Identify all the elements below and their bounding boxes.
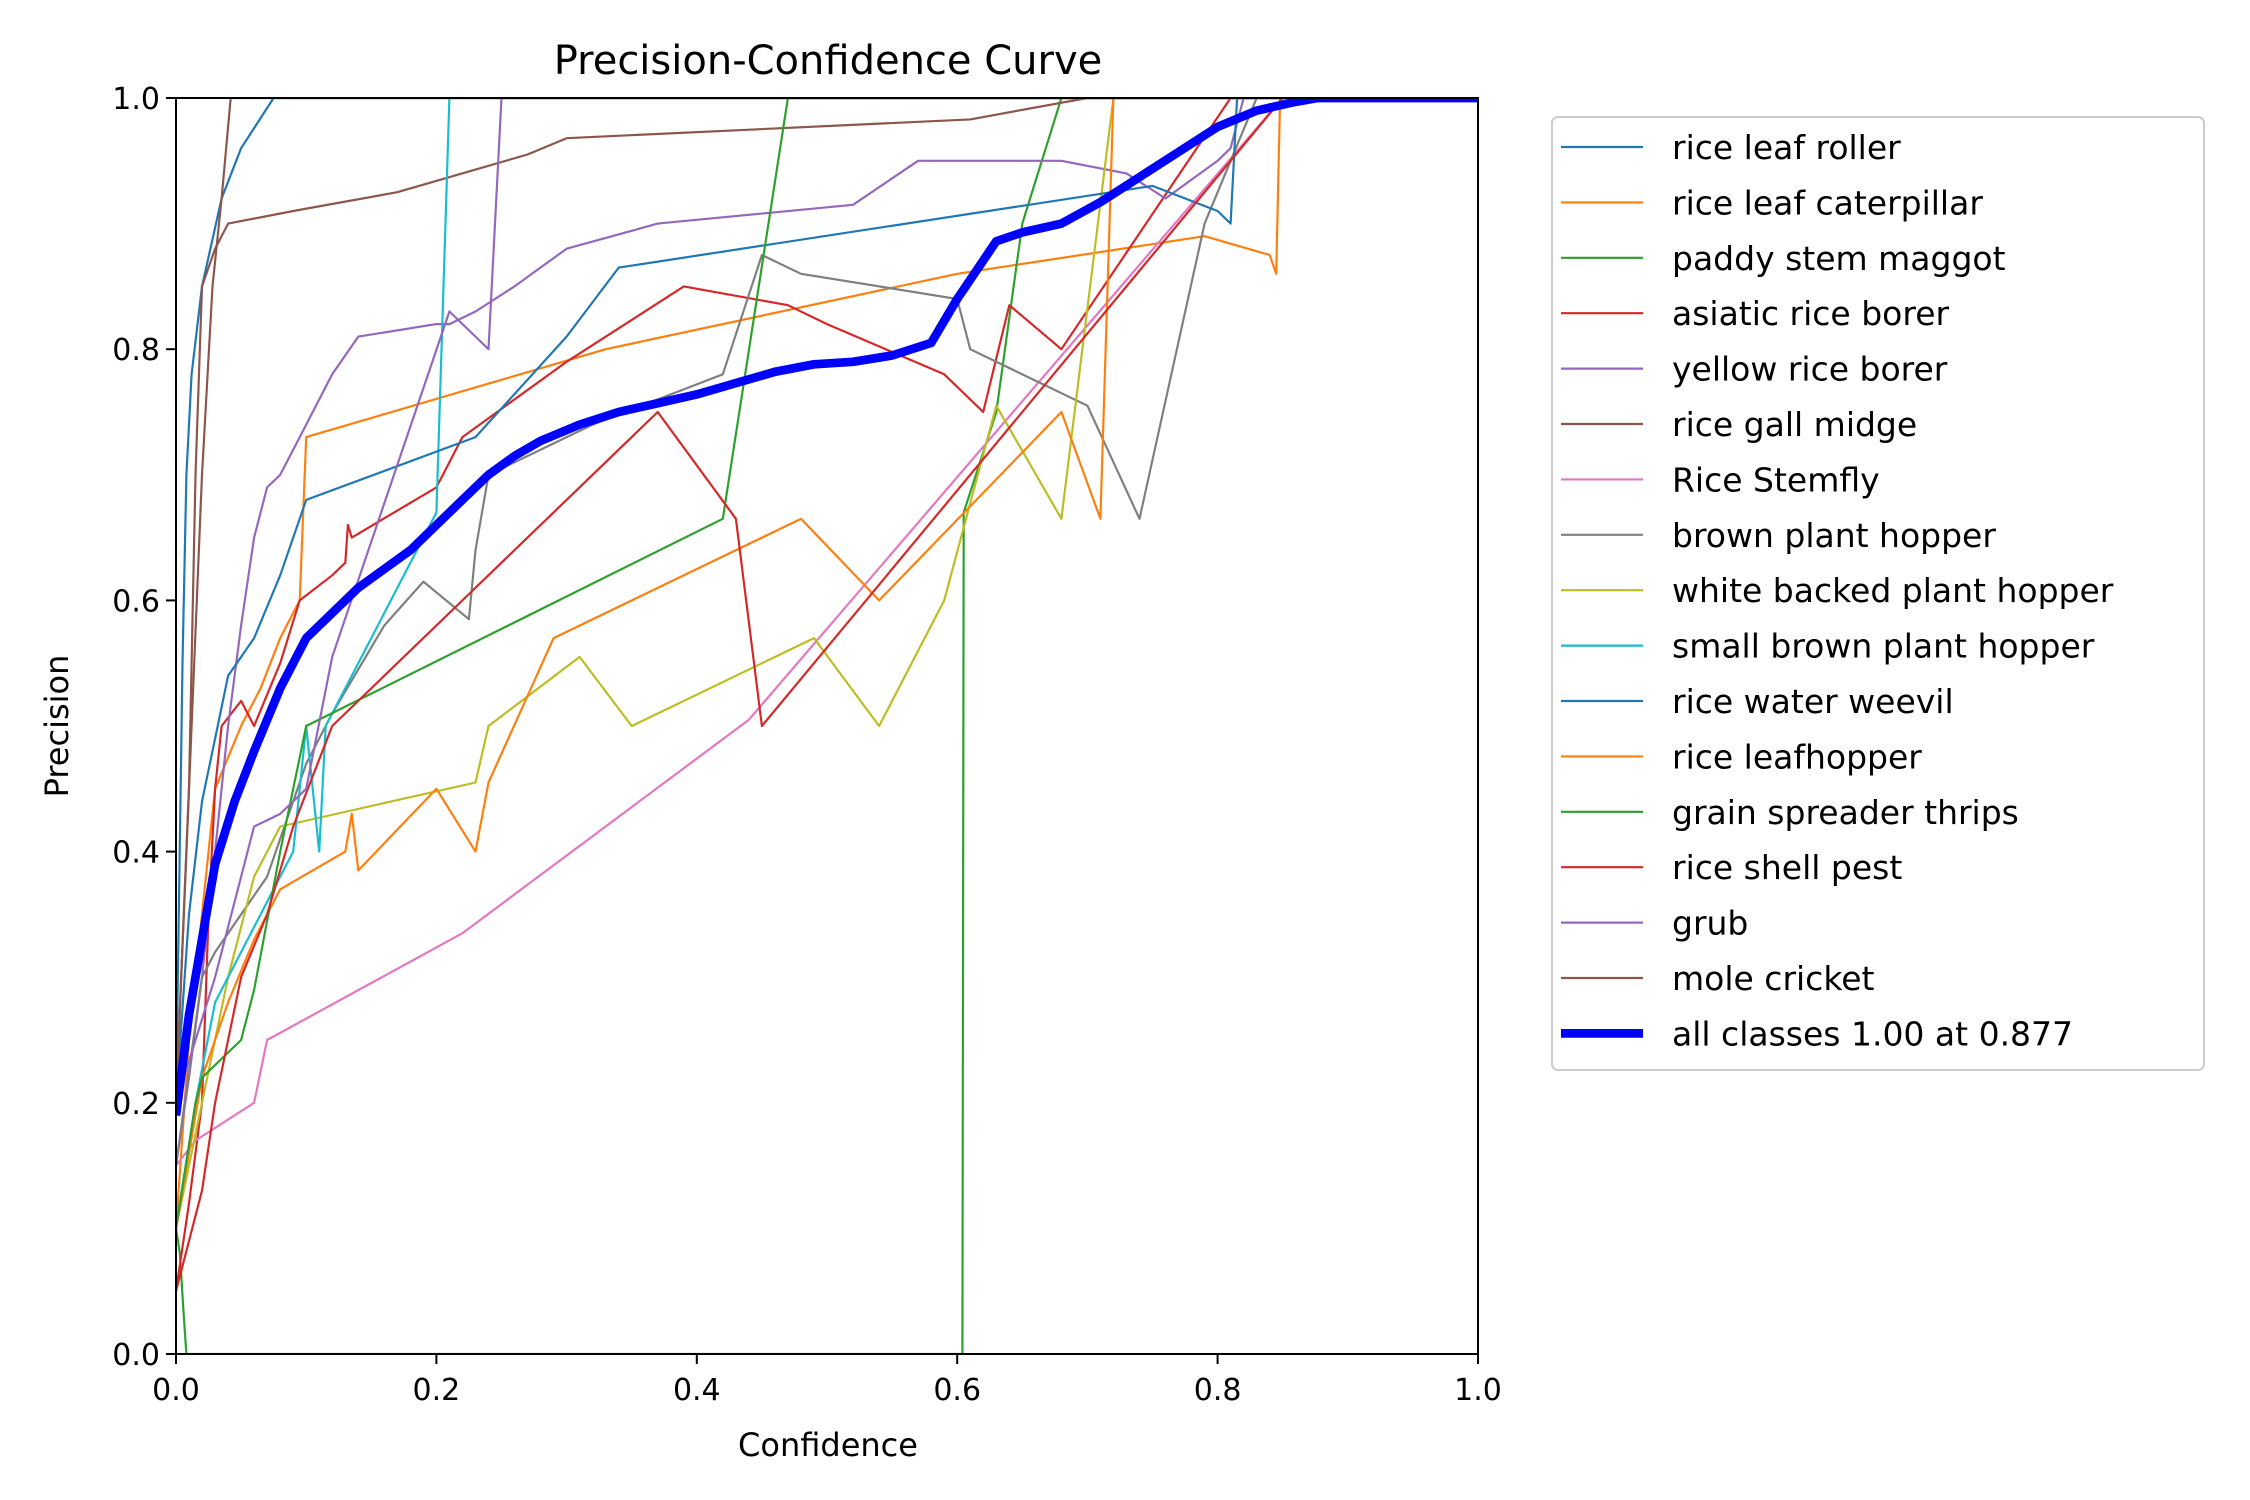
legend-label: rice leaf roller (1672, 128, 1901, 167)
legend-label: rice leaf caterpillar (1672, 183, 1983, 222)
series-line-rice-water-weevil (176, 98, 1478, 1103)
series-layer (176, 98, 1478, 1354)
legend-label: small brown plant hopper (1672, 627, 2095, 666)
plot-frame (175, 97, 1479, 1355)
legend-entry-rice-leaf-roller: rice leaf roller (1561, 128, 1901, 167)
y-tick-label: 0.0 (112, 1338, 160, 1373)
legend-label: Rice Stemfly (1672, 460, 1880, 499)
legend-entry-all-classes-1-00-at-0-877: all classes 1.00 at 0.877 (1561, 1014, 2073, 1053)
legend-entry-yellow-rice-borer: yellow rice borer (1561, 350, 1948, 389)
y-tick-label: 0.4 (112, 836, 160, 871)
legend-label: yellow rice borer (1672, 350, 1948, 389)
series-line-rice-gall-midge (176, 98, 1478, 1103)
legend-box (1551, 116, 2205, 1071)
legend-label: rice leafhopper (1672, 737, 1922, 776)
legend-entry-asiatic-rice-borer: asiatic rice borer (1561, 294, 1950, 333)
series-line-white-backed-plant-hopper (176, 98, 1478, 1229)
y-axis-ticks: 0.0 0.2 0.4 0.6 0.8 1.0 (112, 82, 176, 1373)
legend-entry-grain-spreader-thrips: grain spreader thrips (1561, 793, 2019, 832)
legend-label: all classes 1.00 at 0.877 (1672, 1014, 2073, 1053)
series-line-rice-leafhopper (176, 98, 1478, 1229)
x-tick-label: 0.4 (673, 1373, 721, 1408)
y-axis-label: Precision (38, 655, 76, 798)
x-tick-label: 0.0 (152, 1373, 200, 1408)
series-line-all-classes-1-00-at-0-877 (176, 98, 1478, 1116)
legend-label: rice shell pest (1672, 848, 1902, 887)
legend-entry-grub: grub (1561, 904, 1748, 943)
series-line-grain-spreader-thrips (176, 98, 1478, 1229)
legend-entry-rice-gall-midge: rice gall midge (1561, 405, 1917, 444)
legend-label: asiatic rice borer (1672, 294, 1950, 333)
x-axis-label: Confidence (738, 1426, 918, 1464)
y-tick-label: 0.8 (112, 333, 160, 368)
x-tick-label: 0.8 (1194, 1373, 1242, 1408)
series-line-small-brown-plant-hopper (176, 98, 1478, 1229)
x-tick-label: 1.0 (1454, 1373, 1502, 1408)
legend: rice leaf roller rice leaf caterpillar pad… (1551, 116, 2205, 1071)
legend-entry-mole-cricket: mole cricket (1561, 959, 1875, 998)
legend-entry-rice-water-weevil: rice water weevil (1561, 682, 1954, 721)
legend-label: paddy stem maggot (1672, 239, 2006, 278)
series-line-rice-leaf-caterpillar (176, 98, 1478, 1229)
legend-label: white backed plant hopper (1672, 571, 2114, 610)
legend-label: brown plant hopper (1672, 516, 1996, 555)
legend-label: mole cricket (1672, 959, 1875, 998)
legend-label: rice water weevil (1672, 682, 1954, 721)
legend-entry-rice-leaf-caterpillar: rice leaf caterpillar (1561, 183, 1983, 222)
y-tick-label: 0.6 (112, 584, 160, 619)
legend-entry-rice-leafhopper: rice leafhopper (1561, 737, 1922, 776)
legend-entry-rice-shell-pest: rice shell pest (1561, 848, 1902, 887)
chart-title: Precision-Confidence Curve (554, 38, 1103, 84)
series-line-grub (176, 98, 1478, 1104)
legend-entry-paddy-stem-maggot: paddy stem maggot (1561, 239, 2006, 278)
x-tick-label: 0.6 (933, 1373, 981, 1408)
series-line-rice-shell-pest (176, 98, 1478, 1292)
y-tick-label: 1.0 (112, 82, 160, 117)
legend-entry-small-brown-plant-hopper: small brown plant hopper (1561, 627, 2095, 666)
series-line-mole-cricket (176, 98, 1478, 1103)
y-tick-label: 0.2 (112, 1087, 160, 1122)
legend-entry-brown-plant-hopper: brown plant hopper (1561, 516, 1996, 555)
x-axis-ticks: 0.0 0.2 0.4 0.6 0.8 1.0 (152, 1354, 1502, 1408)
legend-label: rice gall midge (1672, 405, 1917, 444)
legend-entry-rice-stemfly: Rice Stemfly (1561, 460, 1880, 499)
legend-label: grain spreader thrips (1672, 793, 2019, 832)
x-tick-label: 0.2 (413, 1373, 461, 1408)
legend-label: grub (1672, 904, 1748, 943)
legend-entry-white-backed-plant-hopper: white backed plant hopper (1561, 571, 2114, 610)
series-line-asiatic-rice-borer (176, 98, 1478, 1292)
